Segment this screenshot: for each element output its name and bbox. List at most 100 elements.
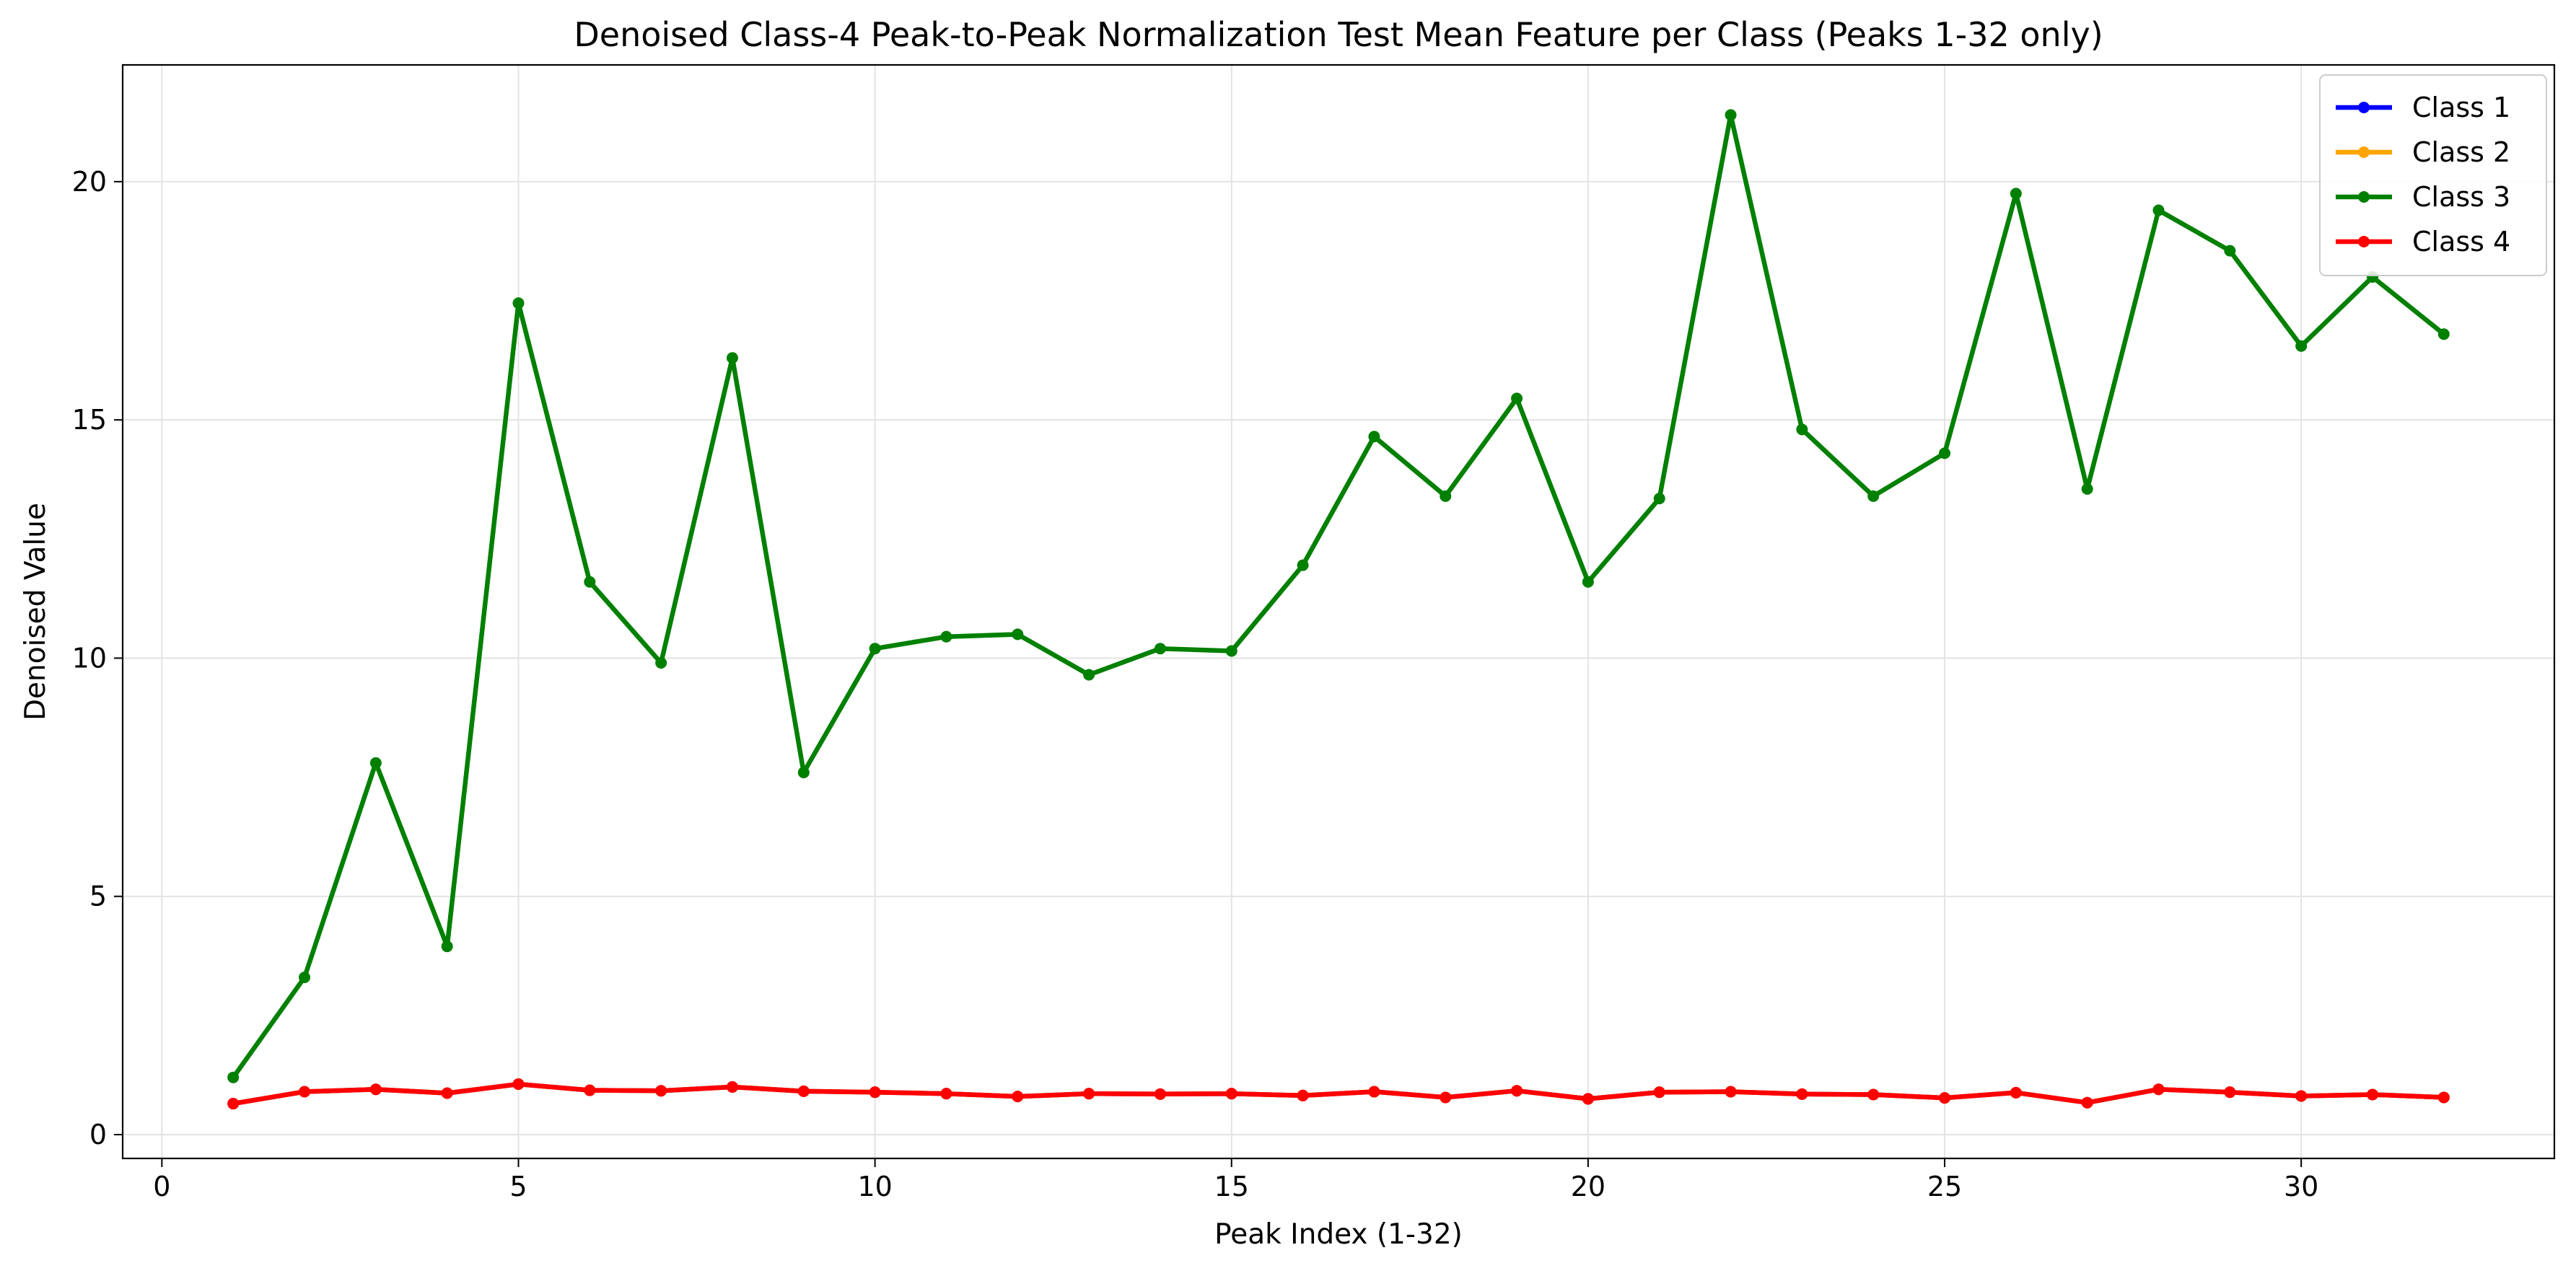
y-tick-label: 5 bbox=[89, 881, 107, 912]
grid-lines bbox=[123, 65, 2554, 1158]
x-tick-label: 20 bbox=[1571, 1171, 1605, 1202]
data-point-class-4 bbox=[1796, 1088, 1808, 1100]
data-point-class-3 bbox=[1154, 643, 1166, 655]
data-point-class-4 bbox=[1225, 1088, 1237, 1100]
legend-label-class-4: Class 4 bbox=[2412, 226, 2510, 258]
data-point-class-3 bbox=[797, 766, 810, 778]
data-point-class-3 bbox=[1368, 431, 1380, 443]
data-point-class-3 bbox=[1725, 109, 1737, 121]
data-point-class-3 bbox=[227, 1071, 240, 1083]
data-point-class-3 bbox=[1012, 628, 1024, 641]
x-tick-label: 30 bbox=[2284, 1171, 2318, 1202]
data-point-class-3 bbox=[512, 297, 525, 309]
legend-label-class-3: Class 3 bbox=[2412, 181, 2510, 213]
legend-marker-class-4 bbox=[2358, 236, 2370, 247]
x-tick-label: 15 bbox=[1214, 1171, 1249, 1202]
data-point-class-4 bbox=[227, 1098, 240, 1110]
data-point-class-3 bbox=[726, 352, 738, 364]
data-point-class-4 bbox=[512, 1078, 525, 1090]
data-point-class-3 bbox=[369, 757, 382, 769]
legend-label-class-1: Class 1 bbox=[2412, 92, 2510, 123]
data-point-class-4 bbox=[299, 1086, 311, 1098]
data-point-class-3 bbox=[1297, 559, 1309, 571]
data-point-class-4 bbox=[584, 1084, 596, 1096]
y-tick-label: 15 bbox=[72, 404, 107, 436]
legend-marker-class-3 bbox=[2358, 191, 2370, 203]
data-point-class-4 bbox=[2152, 1083, 2165, 1096]
data-point-class-3 bbox=[1796, 423, 1808, 436]
legend-item-class-4: Class 4 bbox=[2336, 226, 2510, 258]
legend-item-class-1: Class 1 bbox=[2336, 92, 2510, 123]
data-point-class-4 bbox=[655, 1085, 667, 1097]
data-point-class-4 bbox=[2010, 1086, 2022, 1099]
x-axis-label: Peak Index (1-32) bbox=[1214, 1218, 1463, 1251]
data-point-class-4 bbox=[940, 1088, 952, 1100]
data-point-class-4 bbox=[2366, 1088, 2378, 1101]
data-point-class-3 bbox=[1582, 576, 1594, 588]
data-point-class-3 bbox=[441, 941, 453, 953]
series-line-class-3 bbox=[230, 113, 2447, 1080]
data-point-class-4 bbox=[869, 1086, 881, 1099]
data-point-class-3 bbox=[1440, 490, 1452, 502]
x-tick-label: 5 bbox=[509, 1171, 527, 1202]
data-point-class-3 bbox=[2010, 188, 2022, 200]
data-point-class-3 bbox=[655, 657, 667, 669]
data-point-class-3 bbox=[2152, 204, 2165, 216]
data-point-class-4 bbox=[1297, 1089, 1309, 1101]
data-point-class-3 bbox=[869, 643, 881, 655]
legend-box bbox=[2319, 74, 2547, 276]
data-point-class-4 bbox=[369, 1083, 382, 1096]
data-point-class-4 bbox=[726, 1081, 738, 1093]
data-point-class-3 bbox=[299, 971, 311, 983]
data-point-class-3 bbox=[2295, 340, 2308, 352]
plot-area-frame bbox=[121, 63, 2556, 1160]
y-axis-label: Denoised Value bbox=[19, 503, 52, 721]
data-point-class-3 bbox=[584, 576, 596, 588]
data-point-class-4 bbox=[1440, 1091, 1452, 1104]
data-point-class-4 bbox=[2295, 1090, 2308, 1102]
x-tick-label: 0 bbox=[153, 1171, 170, 1202]
series-class-3 bbox=[227, 109, 2450, 1083]
series-lines bbox=[227, 109, 2450, 1110]
data-point-class-4 bbox=[1939, 1092, 1951, 1104]
data-point-class-4 bbox=[2224, 1086, 2236, 1099]
data-point-class-4 bbox=[1653, 1086, 1665, 1099]
chart-title: Denoised Class-4 Peak-to-Peak Normalizat… bbox=[574, 15, 2103, 54]
axis-ticks: 0 5 10 15 20 25 30 0 5 10 15 20 bbox=[72, 166, 2319, 1202]
y-tick-label: 10 bbox=[72, 642, 107, 674]
data-point-class-4 bbox=[441, 1087, 453, 1099]
data-point-class-4 bbox=[2437, 1091, 2450, 1104]
data-point-class-4 bbox=[1083, 1088, 1095, 1100]
data-point-class-3 bbox=[1653, 493, 1665, 505]
legend-item-class-2: Class 2 bbox=[2336, 136, 2510, 168]
data-point-class-4 bbox=[2081, 1096, 2093, 1109]
x-tick-label: 10 bbox=[857, 1171, 892, 1202]
legend: Class 1 Class 2 Class 3 Class 4 bbox=[2319, 74, 2547, 276]
y-tick-label: 0 bbox=[89, 1119, 107, 1150]
data-point-class-3 bbox=[1867, 490, 1880, 502]
data-point-class-4 bbox=[1867, 1088, 1880, 1101]
data-point-class-4 bbox=[1012, 1091, 1024, 1103]
legend-item-class-3: Class 3 bbox=[2336, 181, 2510, 213]
data-point-class-3 bbox=[2081, 483, 2093, 495]
legend-marker-class-1 bbox=[2358, 102, 2370, 113]
data-point-class-3 bbox=[1939, 447, 1951, 459]
data-point-class-4 bbox=[1368, 1086, 1380, 1098]
x-tick-label: 25 bbox=[1927, 1171, 1962, 1202]
data-point-class-3 bbox=[2224, 245, 2236, 257]
data-point-class-3 bbox=[1083, 669, 1095, 681]
y-tick-label: 20 bbox=[72, 166, 107, 198]
data-point-class-3 bbox=[2437, 328, 2450, 340]
series-line-class-4 bbox=[230, 1081, 2447, 1106]
data-point-class-4 bbox=[1511, 1085, 1523, 1097]
data-point-class-4 bbox=[797, 1085, 810, 1097]
legend-label-class-2: Class 2 bbox=[2412, 136, 2510, 168]
series-class-4 bbox=[227, 1078, 2450, 1110]
data-point-class-3 bbox=[940, 630, 952, 643]
data-point-class-3 bbox=[1225, 645, 1237, 657]
legend-marker-class-2 bbox=[2358, 146, 2370, 158]
data-point-class-3 bbox=[1511, 392, 1523, 405]
data-point-class-4 bbox=[1154, 1088, 1166, 1100]
